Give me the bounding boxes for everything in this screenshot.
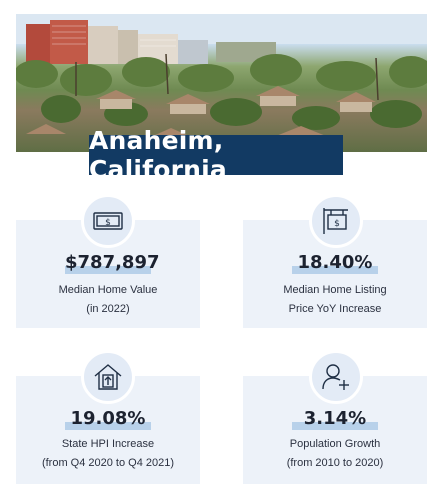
stat-value: 18.40% — [297, 252, 373, 273]
person-plus-icon — [309, 350, 363, 404]
value-highlight — [292, 266, 378, 274]
listing-sign-icon: $ — [309, 194, 363, 248]
svg-text:$: $ — [334, 219, 340, 229]
house-up-arrow-icon — [81, 350, 135, 404]
money-bill-icon: $ — [81, 194, 135, 248]
stat-label: Population Growth (from 2010 to 2020) — [286, 438, 384, 469]
city-photo — [16, 14, 427, 152]
stat-value: 19.08% — [70, 408, 146, 429]
page-title: Anaheim, California — [89, 126, 227, 184]
stat-value: 3.14% — [303, 408, 367, 429]
stat-value: $787,897 — [65, 252, 160, 273]
svg-text:$: $ — [105, 218, 111, 228]
stat-label: Median Home Listing Price YoY Increase — [283, 284, 387, 315]
value-highlight — [65, 266, 151, 274]
title-banner: Anaheim, California — [89, 126, 343, 184]
value-highlight — [65, 422, 151, 430]
stat-label: Median Home Value (in 2022) — [58, 284, 158, 315]
value-highlight — [292, 422, 378, 430]
stat-label: State HPI Increase (from Q4 2020 to Q4 2… — [41, 438, 175, 469]
